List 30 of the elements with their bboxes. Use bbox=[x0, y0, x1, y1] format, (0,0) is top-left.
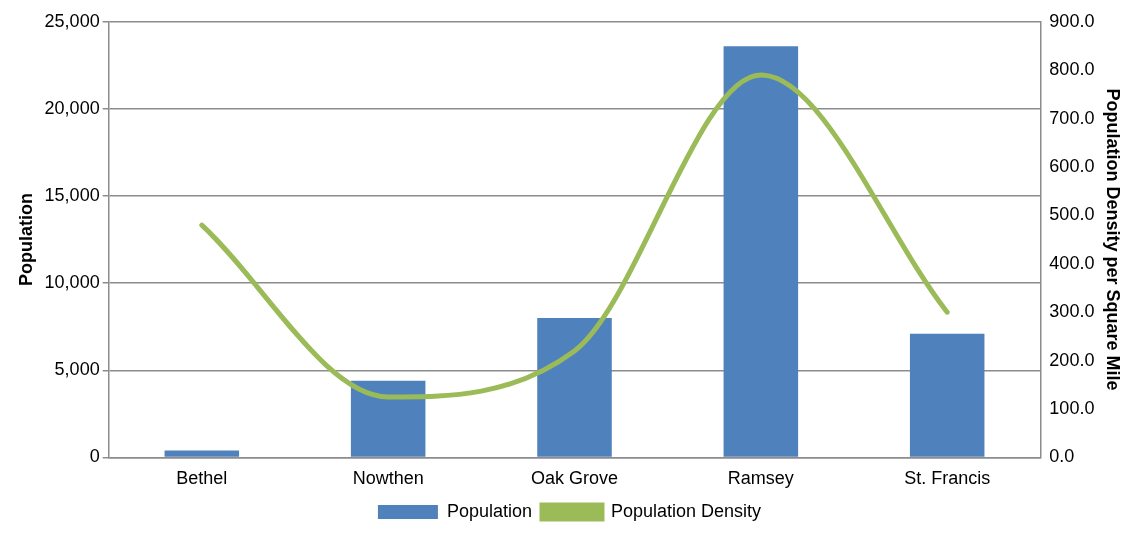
x-tick-label: Bethel bbox=[176, 468, 228, 489]
y-tick-label: 5,000 bbox=[54, 359, 100, 380]
y-axis-title: Population bbox=[15, 193, 36, 287]
y2-tick-label: 700.0 bbox=[1049, 107, 1095, 128]
legend-label: Population bbox=[446, 500, 532, 521]
bar bbox=[723, 46, 799, 457]
x-tick-label: Nowthen bbox=[352, 468, 424, 489]
bar bbox=[537, 318, 612, 457]
y2-tick-label: 0.0 bbox=[1049, 446, 1075, 467]
legend-label: Population Density bbox=[610, 500, 762, 521]
y2-tick-label: 300.0 bbox=[1049, 301, 1095, 322]
y2-tick-label: 500.0 bbox=[1049, 204, 1095, 225]
y2-tick-label: 900.0 bbox=[1049, 10, 1095, 31]
bar bbox=[350, 380, 426, 457]
y2-tick-label: 400.0 bbox=[1049, 252, 1095, 273]
y2-tick-label: 100.0 bbox=[1049, 397, 1095, 418]
bar bbox=[164, 450, 240, 457]
x-tick-label: St. Francis bbox=[904, 468, 991, 489]
y2-tick-label: 800.0 bbox=[1049, 59, 1095, 80]
y2-tick-label: 600.0 bbox=[1049, 155, 1095, 176]
y2-tick-label: 200.0 bbox=[1049, 349, 1095, 370]
y-tick-label: 10,000 bbox=[44, 272, 100, 293]
y-tick-label: 25,000 bbox=[44, 10, 100, 31]
y-tick-label: 15,000 bbox=[44, 185, 100, 206]
x-tick-label: Ramsey bbox=[727, 468, 794, 489]
x-tick-label: Oak Grove bbox=[530, 468, 619, 489]
bar bbox=[909, 333, 985, 457]
y-tick-label: 20,000 bbox=[44, 97, 100, 118]
y-tick-label: 0 bbox=[89, 446, 100, 467]
y2-axis-title: Population Density per Square Mile bbox=[1103, 88, 1124, 391]
